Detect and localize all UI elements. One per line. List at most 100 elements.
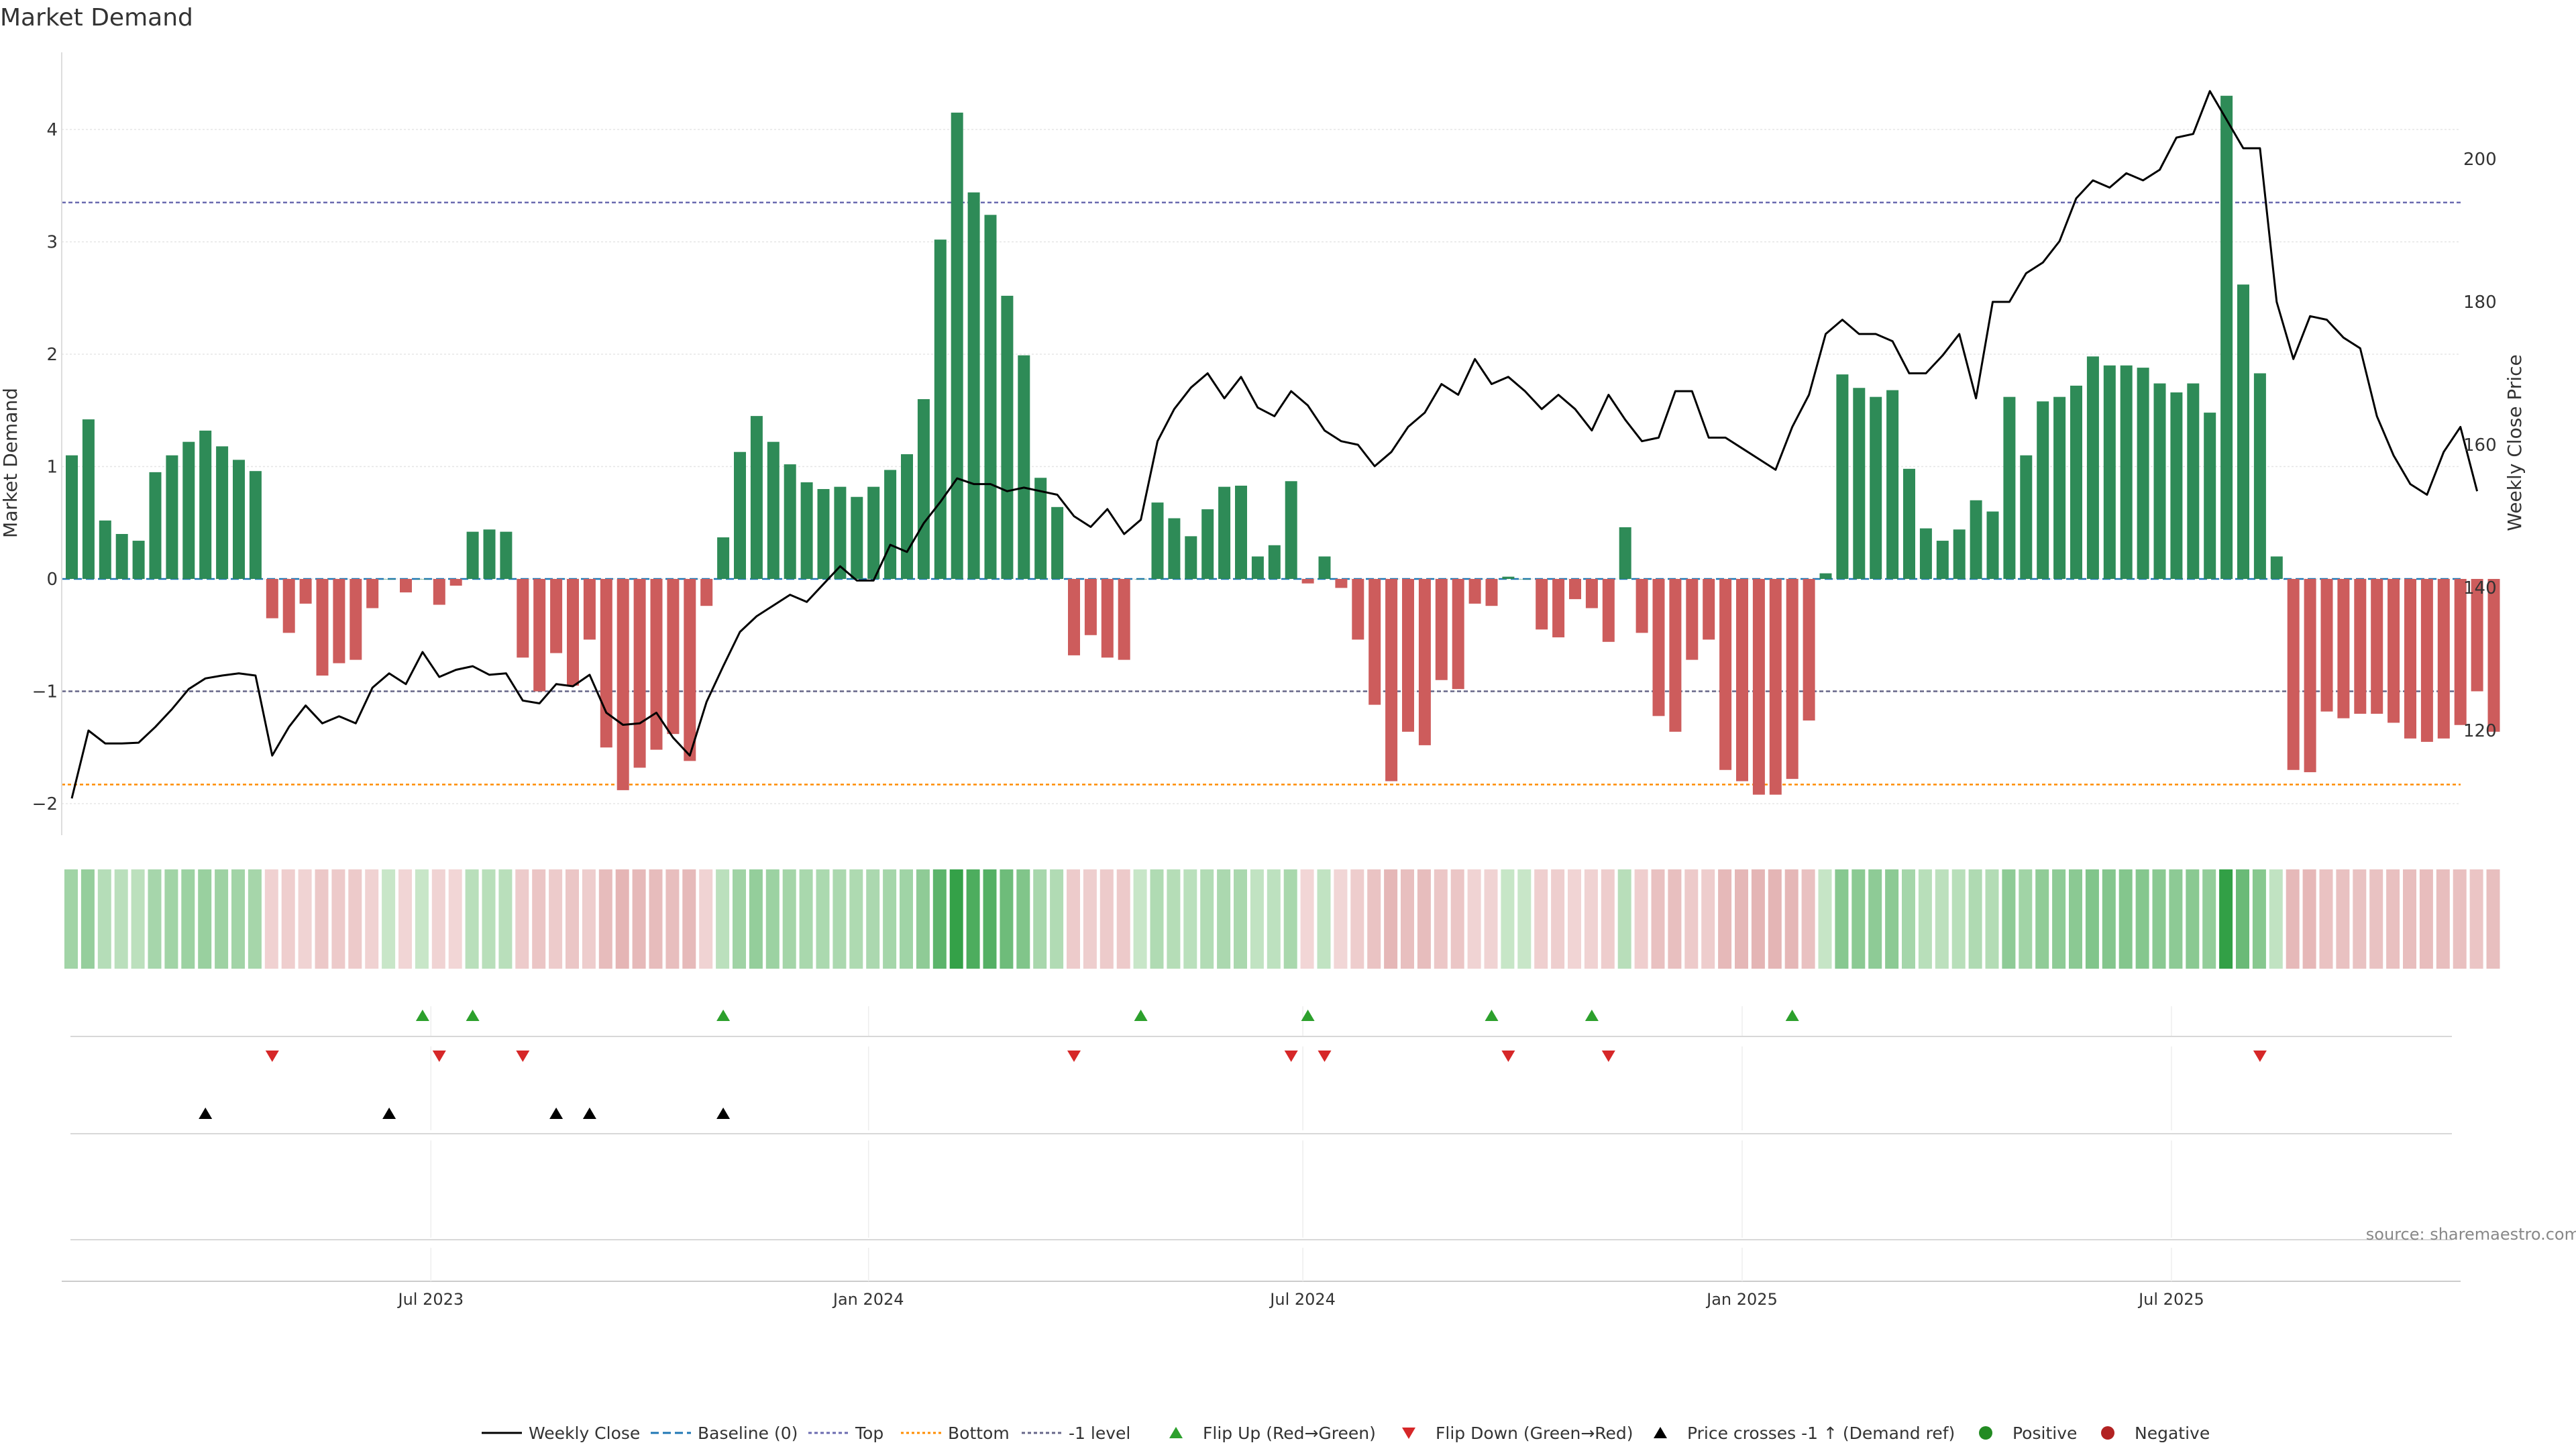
demand-bar — [550, 579, 563, 653]
demand-bar — [1068, 579, 1080, 655]
demand-bar — [2437, 579, 2450, 739]
demand-bar — [1853, 388, 1866, 579]
legend-label: Positive — [2012, 1424, 2077, 1443]
heat-cell — [1601, 869, 1615, 969]
heat-cell — [2186, 869, 2200, 969]
demand-bar — [934, 239, 947, 579]
demand-bar — [1953, 529, 1966, 579]
heat-cell — [1985, 869, 1999, 969]
heat-cell — [1484, 869, 1498, 969]
demand-bar — [616, 579, 629, 790]
source-note: source: sharemaestro.com — [2366, 1225, 2576, 1244]
demand-bar — [1803, 579, 1815, 721]
demand-bar — [1452, 579, 1464, 690]
heat-cell — [1300, 869, 1314, 969]
heat-cell — [1918, 869, 1932, 969]
y-right-tick-label: 140 — [2463, 578, 2497, 598]
heat-cell — [1968, 869, 1982, 969]
heat-cell — [1150, 869, 1164, 969]
demand-bar — [2304, 579, 2316, 773]
demand-bar — [901, 454, 913, 579]
heat-cell — [148, 869, 162, 969]
flip-down-marker — [1067, 1051, 1081, 1062]
heat-cell — [365, 869, 379, 969]
heat-cell — [782, 869, 796, 969]
demand-bar — [282, 579, 295, 633]
heat-cell — [2019, 869, 2033, 969]
heat-cell — [2202, 869, 2216, 969]
demand-bar — [2020, 455, 2033, 579]
demand-bar — [1385, 579, 1398, 782]
demand-bar — [1652, 579, 1665, 716]
demand-bar — [984, 215, 997, 579]
heat-cell — [549, 869, 563, 969]
heat-cell — [131, 869, 145, 969]
heat-cell — [2419, 869, 2433, 969]
demand-bar — [1018, 355, 1030, 579]
heat-cell — [2469, 869, 2483, 969]
heat-cell — [615, 869, 629, 969]
heat-cell — [983, 869, 997, 969]
demand-bar — [2137, 368, 2149, 579]
heat-cell — [198, 869, 212, 969]
heat-cell — [1668, 869, 1682, 969]
demand-bar — [199, 430, 212, 579]
demand-bar — [1903, 468, 1915, 579]
heat-cell — [64, 869, 78, 969]
y-axis-left-label: Market Demand — [0, 388, 21, 538]
demand-bar — [433, 579, 445, 605]
legend: Weekly Close Baseline (0) Top Bottom -1 leve… — [482, 1424, 2210, 1443]
demand-bar — [1485, 579, 1498, 606]
flip-up-marker — [1485, 1010, 1499, 1021]
demand-bar — [2337, 579, 2350, 718]
flip-up-marker — [1301, 1010, 1315, 1021]
y-left-tick-label: −2 — [32, 794, 58, 814]
heat-cell — [1183, 869, 1197, 969]
heat-cell — [1016, 869, 1030, 969]
heat-cell — [1902, 869, 1915, 969]
heat-cell — [1885, 869, 1899, 969]
heat-cell — [315, 869, 329, 969]
heat-cell — [1083, 869, 1097, 969]
demand-bar — [1886, 390, 1899, 579]
heat-cell — [1935, 869, 1949, 969]
heat-cell — [215, 869, 229, 969]
heat-cell — [398, 869, 412, 969]
heat-cell — [1701, 869, 1715, 969]
heat-cell — [164, 869, 178, 969]
heat-cell — [80, 869, 95, 969]
legend-swatch — [1979, 1426, 1992, 1440]
legend-swatch — [1654, 1427, 1667, 1438]
heat-cell — [532, 869, 546, 969]
flip-down-marker — [1501, 1051, 1515, 1062]
demand-bar — [851, 496, 863, 579]
demand-bar — [1435, 579, 1448, 680]
weekly-close-line — [70, 90, 2479, 799]
demand-bar — [1402, 579, 1414, 732]
heat-cell — [1283, 869, 1297, 969]
heat-cell — [248, 869, 262, 969]
legend-label: Price crosses -1 ↑ (Demand ref) — [1687, 1424, 1955, 1443]
demand-bar — [1218, 486, 1231, 579]
heat-cell — [1167, 869, 1181, 969]
demand-bar — [734, 451, 746, 579]
heat-cell — [632, 869, 646, 969]
demand-bar — [333, 579, 345, 663]
demand-bar — [1936, 541, 1949, 579]
demand-bar — [650, 579, 663, 750]
legend-label: Negative — [2135, 1424, 2210, 1443]
heat-cell — [2135, 869, 2149, 969]
demand-bar — [717, 537, 730, 579]
demand-bar — [1986, 511, 1999, 579]
demand-bar — [383, 579, 396, 580]
demand-bar — [132, 541, 145, 579]
demand-bar — [1251, 556, 1264, 579]
heat-cell — [966, 869, 980, 969]
heat-cell — [1835, 869, 1849, 969]
x-tick-label: Jul 2025 — [2137, 1290, 2204, 1309]
heat-cell — [2169, 869, 2183, 969]
y-left-tick-label: 0 — [46, 570, 58, 590]
heat-cell — [1784, 869, 1799, 969]
heat-cell — [849, 869, 863, 969]
heat-cell — [900, 869, 913, 969]
